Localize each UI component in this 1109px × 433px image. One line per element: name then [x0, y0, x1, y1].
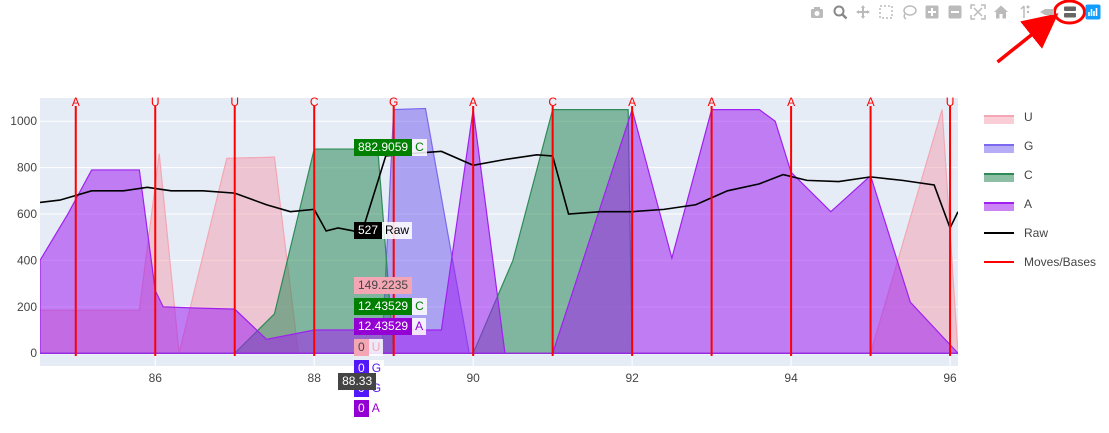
plot-modebar: [806, 2, 1103, 22]
hover-value: 149.2235: [354, 276, 413, 294]
hover-value: 88.33: [338, 373, 377, 391]
x-tick-label: 90: [466, 371, 480, 385]
x-axis: 86 88 90 92 94 96: [149, 371, 957, 385]
zoom-icon[interactable]: [829, 2, 850, 22]
pointer-arrow: [996, 13, 1059, 64]
hover-value: 0: [354, 400, 369, 418]
hover-compare-icon[interactable]: [1059, 2, 1080, 22]
hover-series-name: G: [368, 359, 385, 377]
hover-closest-icon[interactable]: [1036, 2, 1057, 22]
legend-item[interactable]: A: [982, 189, 1096, 218]
legend-label: G: [1024, 138, 1034, 153]
hover-value: 12.43529: [354, 318, 413, 336]
hover-label: 12.43529 C: [354, 297, 427, 315]
x-tick-label: 92: [625, 371, 639, 385]
raw-series: [40, 150, 958, 234]
spike-lines-icon[interactable]: [1013, 2, 1034, 22]
hover-value: 882.9059: [354, 139, 413, 157]
hover-series-name: C: [412, 139, 427, 157]
legend-swatch: [984, 114, 1014, 124]
hover-value: 12.43529: [354, 297, 413, 315]
x-tick-label: 94: [784, 371, 798, 385]
legend-item[interactable]: G: [982, 131, 1096, 160]
y-tick-label: 200: [17, 300, 37, 314]
base-label: A: [787, 95, 795, 109]
annotation-arrow: [996, 0, 1086, 64]
legend-item[interactable]: U: [982, 102, 1096, 131]
legend-swatch: [984, 201, 1014, 211]
legend-swatch: [984, 172, 1014, 182]
x-tick-label: 96: [943, 371, 957, 385]
legend-label: Moves/Bases: [1024, 254, 1097, 269]
legend-swatch: [984, 143, 1014, 153]
legend-label: A: [1024, 196, 1033, 211]
x-tick-label: 88: [308, 371, 322, 385]
hover-series-name: C: [412, 297, 427, 315]
hover-series-name: A: [368, 400, 383, 418]
legend-item[interactable]: Moves/Bases: [982, 247, 1096, 276]
hover-label: 12.43529 A: [354, 318, 427, 336]
y-axis: 0 200 400 600 800 1000: [10, 114, 37, 360]
base-label: U: [230, 95, 239, 109]
box-select-icon[interactable]: [875, 2, 896, 22]
legend: U G C A Raw Moves/Bases: [982, 102, 1096, 276]
legend-label: C: [1024, 167, 1033, 182]
legend-item[interactable]: C: [982, 160, 1096, 189]
highlight-circle: [1053, 0, 1086, 25]
legend-item[interactable]: Raw: [982, 218, 1096, 247]
pan-icon[interactable]: [852, 2, 873, 22]
y-tick-label: 1000: [10, 114, 37, 128]
series-line-raw: [40, 150, 958, 234]
plotly-logo-icon[interactable]: [1082, 2, 1103, 22]
x-tick-label: 86: [149, 371, 163, 385]
base-label: A: [628, 95, 636, 109]
base-label: A: [72, 95, 80, 109]
hover-label: 882.9059 C: [354, 139, 427, 157]
legend-label: Raw: [1024, 225, 1049, 240]
hover-label: 527 Raw: [354, 221, 413, 239]
y-tick-label: 800: [17, 161, 37, 175]
base-label: A: [708, 95, 716, 109]
zoom-out-icon[interactable]: [944, 2, 965, 22]
lasso-icon[interactable]: [898, 2, 919, 22]
base-label: U: [946, 95, 955, 109]
hover-series-name: U: [368, 339, 384, 357]
hover-value: 527: [354, 221, 383, 239]
base-label: C: [310, 95, 319, 109]
legend-swatch: [984, 260, 1014, 263]
reset-axes-icon[interactable]: [990, 2, 1011, 22]
legend-label: U: [1024, 109, 1033, 124]
y-tick-label: 400: [17, 253, 37, 267]
autoscale-icon[interactable]: [967, 2, 988, 22]
base-label: A: [469, 95, 477, 109]
legend-swatch: [984, 231, 1014, 234]
camera-icon[interactable]: [806, 2, 827, 22]
hover-value: 0: [354, 339, 369, 357]
y-tick-label: 0: [30, 346, 37, 360]
base-label: U: [151, 95, 160, 109]
hover-series-name: A: [412, 318, 427, 336]
base-label: C: [548, 95, 557, 109]
hover-series-name: Raw: [382, 221, 413, 239]
y-tick-label: 600: [17, 207, 37, 221]
hover-value: 0: [354, 359, 369, 377]
hover-label: 149.2235: [354, 276, 413, 294]
base-label: G: [389, 95, 398, 109]
hover-label: 88.33: [338, 373, 377, 391]
zoom-in-icon[interactable]: [921, 2, 942, 22]
base-label: A: [867, 95, 875, 109]
